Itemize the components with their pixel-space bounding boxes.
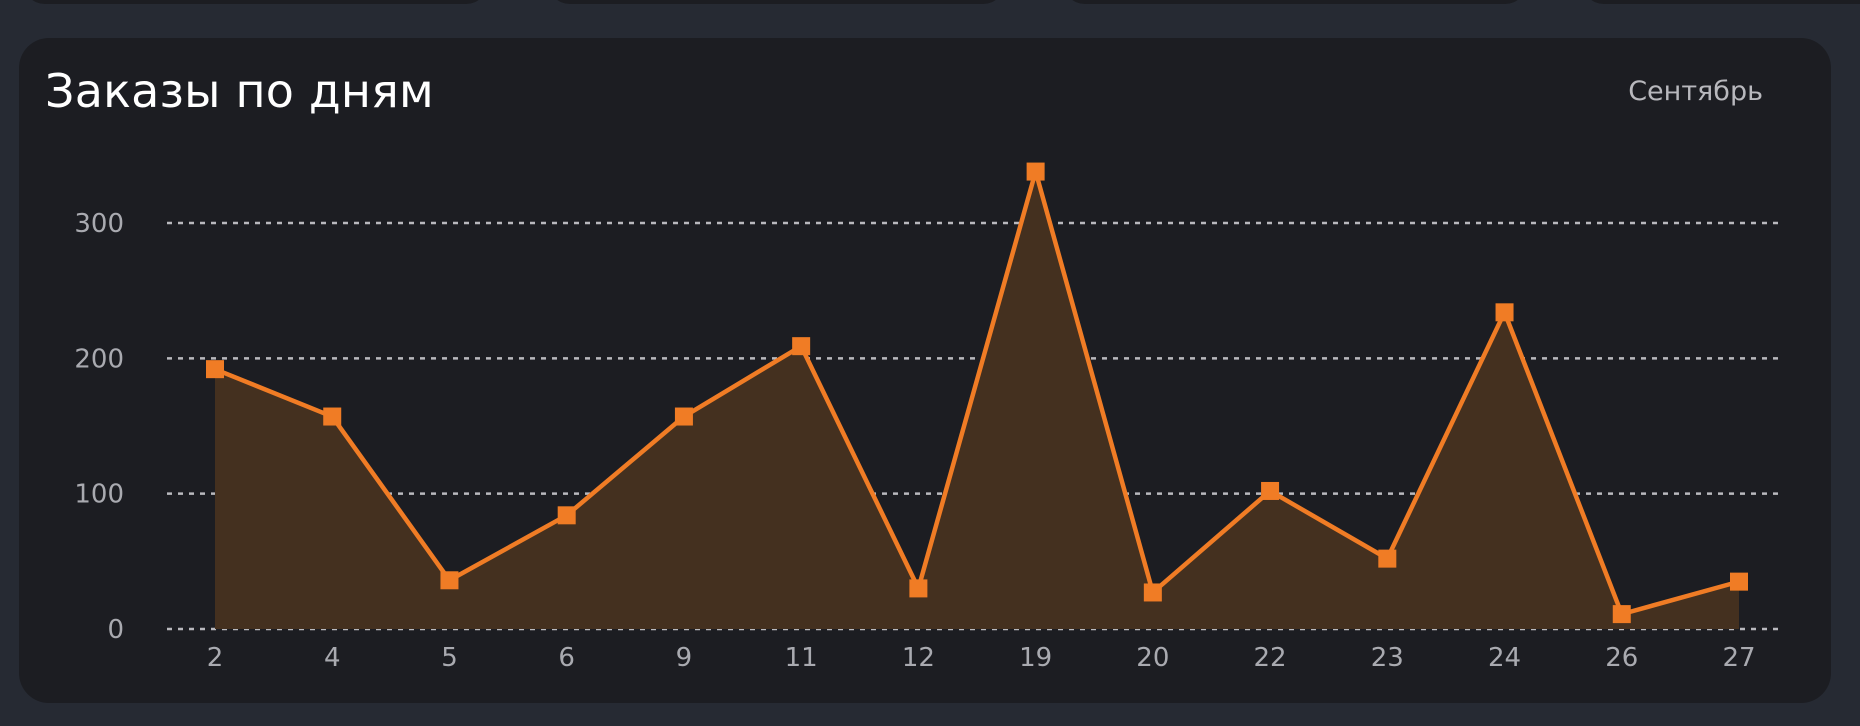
top-card-1 [23, 0, 488, 4]
period-selector[interactable]: Сентябрь [1628, 76, 1763, 107]
top-card-2 [548, 0, 1005, 4]
data-point-2 [206, 360, 224, 379]
data-point-22 [1261, 481, 1280, 500]
top-card-3 [1063, 0, 1527, 4]
x-tick-label-19: 19 [1019, 643, 1052, 673]
series-line [214, 169, 1740, 617]
x-tick-label-12: 12 [902, 643, 935, 673]
data-point-19 [1026, 162, 1045, 181]
data-point-26 [1612, 605, 1631, 624]
chart-title: Заказы по дням [45, 64, 434, 118]
x-tick-label-20: 20 [1136, 643, 1169, 673]
x-tick-label-22: 22 [1254, 643, 1287, 673]
x-tick-label-27: 27 [1722, 643, 1755, 673]
data-point-12 [909, 579, 928, 598]
x-tick-label-24: 24 [1488, 643, 1521, 673]
data-point-24 [1495, 303, 1514, 322]
series-area [215, 171, 1739, 629]
x-tick-label-26: 26 [1605, 643, 1638, 673]
x-tick-label-5: 5 [441, 643, 458, 673]
x-tick-label-9: 9 [676, 643, 693, 673]
data-point-11 [792, 337, 811, 356]
data-point-9 [674, 407, 693, 426]
x-tick-label-23: 23 [1371, 643, 1404, 673]
data-point-23 [1378, 549, 1397, 568]
data-point-20 [1143, 583, 1162, 602]
data-point-27 [1730, 572, 1748, 591]
data-point-5 [440, 571, 459, 590]
x-tick-label-2: 2 [207, 643, 224, 673]
x-tick-label-6: 6 [558, 643, 575, 673]
y-tick-label-3: 300 [74, 209, 124, 239]
x-tick-label-4: 4 [324, 643, 341, 673]
y-tick-label-1: 100 [74, 480, 124, 510]
y-tick-label-2: 200 [74, 344, 124, 374]
y-tick-label-0: 0 [107, 615, 124, 645]
top-card-4 [1582, 0, 1860, 4]
x-tick-label-11: 11 [785, 643, 818, 673]
data-point-6 [557, 506, 576, 525]
data-point-4 [323, 407, 342, 426]
